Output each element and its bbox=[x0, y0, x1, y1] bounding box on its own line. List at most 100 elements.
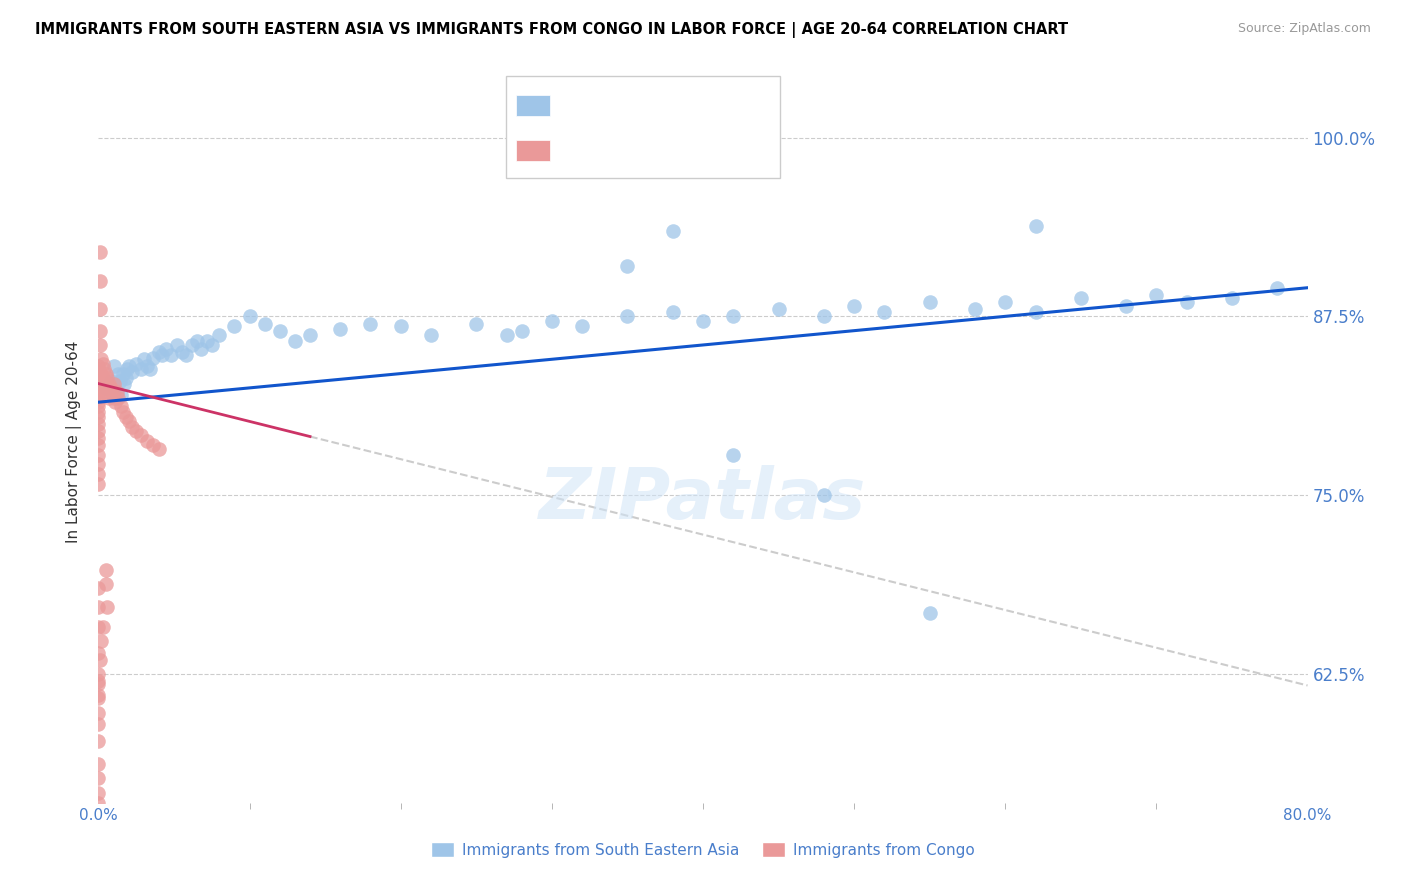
Text: IMMIGRANTS FROM SOUTH EASTERN ASIA VS IMMIGRANTS FROM CONGO IN LABOR FORCE | AGE: IMMIGRANTS FROM SOUTH EASTERN ASIA VS IM… bbox=[35, 22, 1069, 38]
Point bbox=[87, 367, 110, 381]
Point bbox=[129, 428, 152, 442]
Point bbox=[87, 359, 110, 374]
Point bbox=[253, 317, 276, 331]
Point bbox=[90, 381, 112, 395]
Point bbox=[965, 302, 987, 317]
Point bbox=[100, 374, 122, 388]
Point bbox=[166, 338, 188, 352]
Point bbox=[571, 130, 593, 145]
Point bbox=[723, 448, 745, 462]
Point bbox=[87, 395, 110, 409]
Point bbox=[616, 260, 638, 274]
Point bbox=[87, 581, 110, 595]
Point bbox=[125, 357, 148, 371]
Point bbox=[121, 419, 143, 434]
Point bbox=[93, 362, 115, 376]
Point bbox=[87, 417, 110, 431]
Point bbox=[98, 376, 121, 391]
Point bbox=[87, 805, 110, 820]
Text: 0.345: 0.345 bbox=[599, 97, 650, 112]
Point bbox=[112, 376, 135, 391]
Point bbox=[135, 359, 157, 374]
Point bbox=[918, 606, 941, 620]
Point bbox=[118, 359, 141, 374]
Point bbox=[813, 488, 835, 502]
Point bbox=[420, 328, 443, 343]
Point bbox=[87, 467, 110, 481]
Point bbox=[87, 391, 110, 405]
Point bbox=[87, 667, 110, 681]
Point bbox=[96, 371, 118, 385]
Point bbox=[87, 599, 110, 614]
Point bbox=[125, 424, 148, 438]
Text: ZIPatlas: ZIPatlas bbox=[540, 465, 866, 533]
Point bbox=[201, 338, 224, 352]
Point bbox=[661, 305, 683, 319]
Point bbox=[110, 400, 132, 414]
Point bbox=[540, 313, 562, 327]
Point bbox=[105, 385, 128, 400]
Point bbox=[103, 376, 125, 391]
Point bbox=[87, 476, 110, 491]
Point bbox=[89, 324, 111, 338]
Y-axis label: In Labor Force | Age 20-64: In Labor Force | Age 20-64 bbox=[66, 341, 83, 542]
Point bbox=[174, 348, 197, 362]
Point bbox=[616, 310, 638, 324]
Point bbox=[114, 371, 136, 385]
Point bbox=[994, 295, 1017, 310]
Point bbox=[87, 385, 110, 400]
Point bbox=[723, 310, 745, 324]
Point bbox=[96, 599, 118, 614]
Point bbox=[87, 772, 110, 786]
Text: -0.140: -0.140 bbox=[599, 142, 657, 157]
Point bbox=[142, 351, 165, 365]
Point bbox=[87, 691, 110, 706]
Point bbox=[510, 324, 533, 338]
Point bbox=[1115, 299, 1137, 313]
Point bbox=[813, 310, 835, 324]
Point bbox=[87, 620, 110, 634]
Legend: Immigrants from South Eastern Asia, Immigrants from Congo: Immigrants from South Eastern Asia, Immi… bbox=[425, 836, 981, 863]
Point bbox=[142, 438, 165, 452]
Point bbox=[107, 391, 129, 405]
Point bbox=[873, 305, 896, 319]
Point bbox=[87, 431, 110, 445]
Point bbox=[1024, 219, 1046, 234]
Point bbox=[661, 223, 683, 237]
Point bbox=[495, 328, 517, 343]
Point bbox=[87, 409, 110, 424]
Text: 72: 72 bbox=[700, 97, 723, 112]
Point bbox=[87, 400, 110, 414]
Point bbox=[571, 319, 593, 334]
Point bbox=[115, 362, 138, 376]
Point bbox=[89, 244, 111, 259]
Point bbox=[195, 334, 218, 348]
Point bbox=[1144, 288, 1167, 302]
Point bbox=[118, 414, 141, 428]
Point bbox=[269, 324, 291, 338]
Point bbox=[129, 362, 152, 376]
Point bbox=[94, 381, 117, 395]
Text: 79: 79 bbox=[700, 142, 723, 157]
Point bbox=[87, 757, 110, 772]
Point bbox=[90, 634, 112, 648]
Point bbox=[299, 328, 322, 343]
Point bbox=[91, 385, 114, 400]
Point bbox=[329, 322, 352, 336]
Point bbox=[1175, 295, 1198, 310]
Point bbox=[108, 374, 131, 388]
Point bbox=[87, 677, 110, 691]
Point bbox=[224, 319, 246, 334]
Point bbox=[87, 734, 110, 748]
Point bbox=[103, 359, 125, 374]
Point bbox=[1070, 291, 1092, 305]
Point bbox=[208, 328, 231, 343]
Point bbox=[114, 409, 136, 424]
Point bbox=[160, 348, 183, 362]
Point bbox=[103, 391, 125, 405]
Point bbox=[170, 345, 193, 359]
Point bbox=[155, 343, 177, 357]
Text: N =: N = bbox=[658, 97, 692, 112]
Point bbox=[94, 367, 117, 381]
Point bbox=[360, 317, 382, 331]
